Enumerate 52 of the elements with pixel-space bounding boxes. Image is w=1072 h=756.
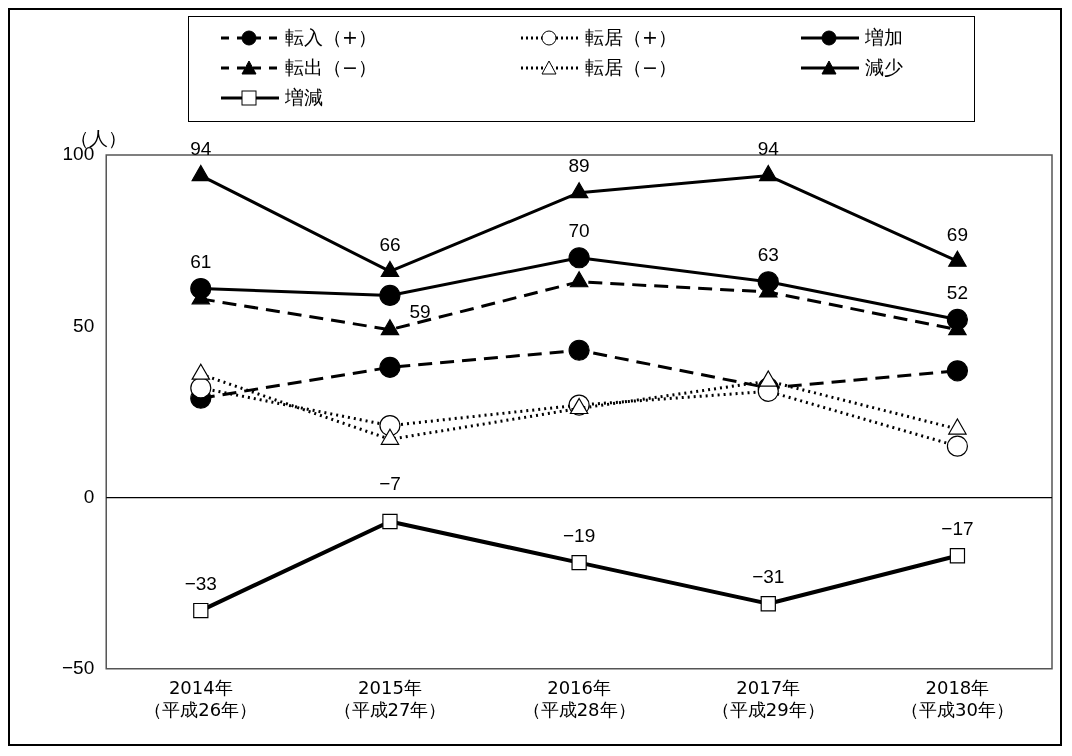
data-label: 94 [190,138,212,160]
point [948,250,967,267]
data-label: −17 [941,518,974,540]
x-tick-label: 2016年（平成28年） [522,677,636,720]
data-label: −33 [184,573,217,595]
x-tick-label: 2015年（平成27年） [333,677,447,720]
point [946,435,969,457]
data-label: 66 [379,234,401,256]
data-label: 69 [946,223,968,245]
data-label: −19 [563,525,596,547]
point [946,360,969,382]
point [190,377,212,399]
data-label: 52 [946,282,968,304]
y-tick-label: 50 [73,314,95,336]
point [191,363,211,380]
point [193,602,209,619]
legend-label: 転出（−） [285,55,377,80]
point [759,370,778,387]
point [568,339,590,361]
point [380,260,400,278]
data-label: −31 [752,566,785,588]
legend-label: 転入（+） [285,25,377,50]
data-label: 94 [757,138,780,160]
data-label: −7 [379,473,401,495]
point [379,284,401,307]
legend-label: 減少 [865,55,903,80]
point [569,182,589,199]
data-label: 63 [757,244,779,266]
x-tick-label: 2018年（平成30年） [900,677,1014,720]
y-tick-label: 0 [83,485,95,507]
point [382,513,398,530]
point [380,319,400,336]
x-tick-label: 2017年（平成29年） [711,677,825,720]
point [759,164,778,182]
data-label: 89 [568,155,590,177]
point [949,548,966,564]
legend-label: 転居（+） [585,25,677,50]
point [379,356,401,378]
point [191,164,211,182]
point [760,596,776,612]
y-tick-label: −50 [62,657,95,679]
data-label: 61 [190,251,212,273]
data-label: 59 [409,301,431,323]
point [568,247,590,269]
point [948,418,967,435]
legend-label: 増加 [865,25,903,50]
data-label: 70 [568,220,590,242]
point [569,271,589,288]
x-tick-label: 2014年（平成26年） [144,677,258,720]
legend-label: 転居（−） [585,55,677,80]
point [571,554,587,571]
legend-label: 増減 [285,85,323,110]
